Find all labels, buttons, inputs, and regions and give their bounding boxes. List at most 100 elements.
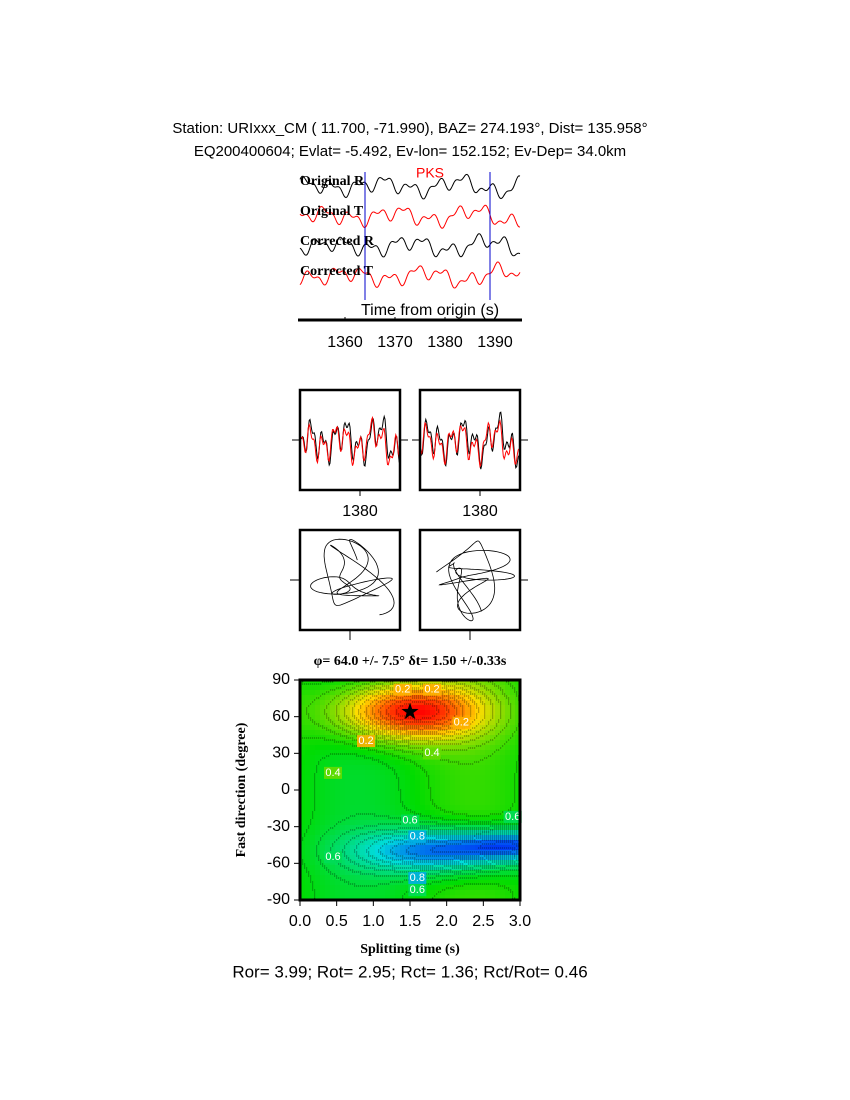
heat-cell	[360, 690, 366, 696]
heat-cell	[485, 865, 491, 871]
heat-cell	[450, 770, 456, 776]
heat-cell	[465, 775, 471, 781]
heat-cell	[400, 695, 406, 701]
heat-cell	[430, 870, 436, 876]
heat-cell	[475, 730, 481, 736]
heat-cell	[460, 810, 466, 816]
heat-cell	[465, 690, 471, 696]
heat-cell	[425, 785, 431, 791]
heat-cell	[375, 800, 381, 806]
heat-cell	[425, 720, 431, 726]
heat-cell	[355, 730, 361, 736]
heat-cell	[445, 835, 451, 841]
heat-cell	[315, 855, 321, 861]
heat-cell	[355, 715, 361, 721]
heat-cell	[410, 740, 416, 746]
heat-cell	[350, 760, 356, 766]
heat-cell	[355, 765, 361, 771]
heat-cell	[495, 705, 501, 711]
heat-cell	[465, 755, 471, 761]
heat-cell	[385, 750, 391, 756]
heat-cell	[360, 720, 366, 726]
heat-cell	[330, 870, 336, 876]
heat-cell	[505, 790, 511, 796]
heat-cell	[370, 865, 376, 871]
heat-cell	[325, 795, 331, 801]
heat-cell	[380, 750, 386, 756]
heat-cell	[430, 830, 436, 836]
heat-cell	[400, 720, 406, 726]
heat-cell	[395, 745, 401, 751]
heat-cell	[355, 760, 361, 766]
heat-cell	[440, 875, 446, 881]
contour-label: 0.4	[424, 747, 439, 759]
heat-cell	[490, 800, 496, 806]
heat-cell	[400, 705, 406, 711]
heat-cell	[420, 810, 426, 816]
heat-cell	[495, 885, 501, 891]
header-line: EQ200400604; Evlat= -5.492, Ev-lon= 152.…	[194, 143, 626, 160]
heat-cell	[460, 785, 466, 791]
heat-cell	[390, 765, 396, 771]
heat-cell	[305, 735, 311, 741]
heat-cell	[480, 825, 486, 831]
heat-cell	[475, 685, 481, 691]
heat-cell	[315, 695, 321, 701]
heat-cell	[425, 890, 431, 896]
heat-cell	[390, 785, 396, 791]
heat-cell	[440, 885, 446, 891]
heat-cell	[410, 805, 416, 811]
heat-cell	[385, 780, 391, 786]
heat-cell	[315, 820, 321, 826]
trace	[299, 261, 521, 289]
heat-cell	[315, 795, 321, 801]
heat-cell	[350, 885, 356, 891]
heat-cell	[435, 855, 441, 861]
heat-cell	[410, 755, 416, 761]
heat-cell	[320, 895, 326, 901]
heat-cell	[365, 870, 371, 876]
heat-cell	[460, 865, 466, 871]
heat-cell	[365, 840, 371, 846]
heat-cell	[405, 855, 411, 861]
heat-cell	[345, 885, 351, 891]
heat-cell	[350, 730, 356, 736]
x-tick-label: 2.0	[436, 913, 458, 930]
heat-cell	[300, 745, 306, 751]
heat-cell	[415, 760, 421, 766]
heat-cell	[325, 710, 331, 716]
heat-cell	[340, 810, 346, 816]
heat-cell	[430, 835, 436, 841]
heat-cell	[465, 680, 471, 686]
heat-cell	[300, 820, 306, 826]
heat-cell	[420, 690, 426, 696]
heat-cell	[380, 895, 386, 901]
heat-cell	[320, 815, 326, 821]
heat-cell	[455, 885, 461, 891]
heat-cell	[475, 680, 481, 686]
heat-cell	[415, 685, 421, 691]
heat-cell	[395, 730, 401, 736]
heat-cell	[490, 725, 496, 731]
heat-cell	[470, 860, 476, 866]
heat-cell	[465, 830, 471, 836]
heat-cell	[445, 790, 451, 796]
heat-cell	[370, 835, 376, 841]
heat-cell	[425, 780, 431, 786]
heat-cell	[305, 805, 311, 811]
heat-cell	[470, 835, 476, 841]
heat-cell	[395, 790, 401, 796]
heat-cell	[305, 860, 311, 866]
heat-cell	[320, 845, 326, 851]
heat-cell	[345, 725, 351, 731]
heat-cell	[305, 700, 311, 706]
heat-cell	[375, 755, 381, 761]
heat-cell	[450, 795, 456, 801]
heat-cell	[455, 740, 461, 746]
heat-cell	[495, 695, 501, 701]
heat-cell	[305, 765, 311, 771]
heat-cell	[420, 700, 426, 706]
heat-cell	[375, 805, 381, 811]
heat-cell	[325, 725, 331, 731]
